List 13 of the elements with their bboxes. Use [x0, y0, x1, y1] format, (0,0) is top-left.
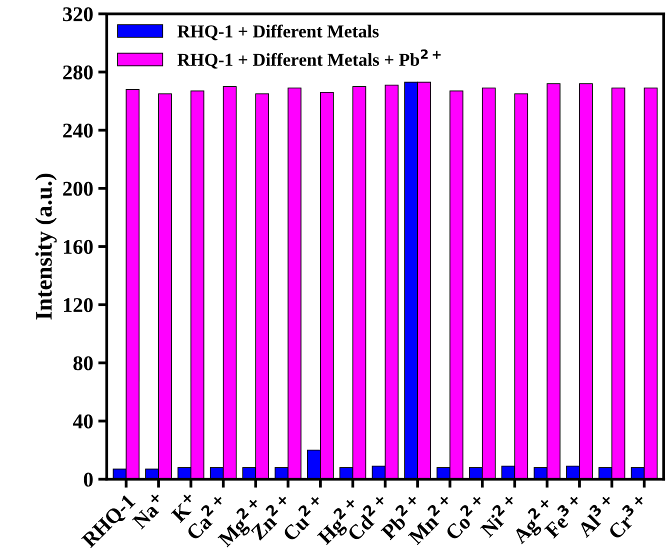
y-tick-label: 280: [63, 65, 93, 80]
y-tick-label: 0: [84, 472, 93, 487]
legend-label: RHQ-1 + Different Metals + Pb$^{2+}$: [177, 49, 441, 69]
y-tick-label: 40: [72, 414, 93, 428]
legend-label: RHQ-1 + Different Metals: [177, 24, 379, 40]
y-tick-label: 80: [73, 356, 93, 370]
y-tick-label: 120: [64, 298, 93, 312]
y-tick-label: 320: [63, 7, 93, 22]
x-tick-label: Ni$^{2+}$: [480, 494, 516, 538]
y-tick-label: 200: [63, 182, 93, 196]
y-tick-label: 160: [64, 240, 93, 254]
y-axis-title: Intensity (a.u.): [35, 174, 57, 320]
y-tick-label: 240: [63, 124, 93, 138]
